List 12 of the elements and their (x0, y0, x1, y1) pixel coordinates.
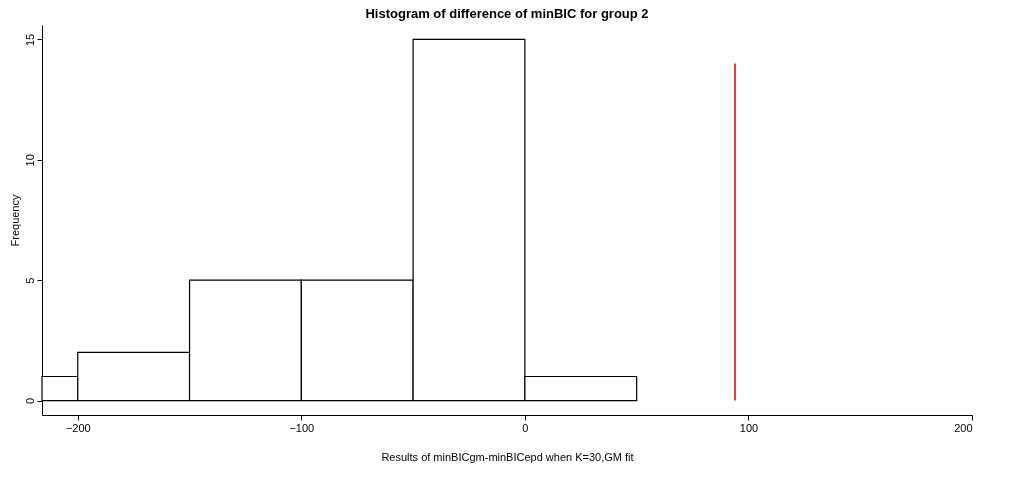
y-axis-title: Frequency (8, 194, 21, 247)
y-tick-label: 15 (23, 33, 36, 47)
y-tick-label: 5 (23, 277, 36, 284)
y-tick-label: 10 (23, 154, 36, 167)
x-tick-label: 200 (954, 421, 973, 434)
y-tick-label: 0 (23, 397, 36, 405)
x-tick-label: 100 (739, 421, 759, 434)
x-tick-label: −100 (289, 421, 315, 434)
x-axis-title: Results of minBICgm-minBICepd when K=30,GM fit (381, 450, 634, 463)
x-tick-label: −200 (65, 421, 91, 434)
chart-title: Histogram of difference of minBIC for group 2 (365, 6, 649, 21)
x-tick-label: 0 (522, 421, 529, 434)
